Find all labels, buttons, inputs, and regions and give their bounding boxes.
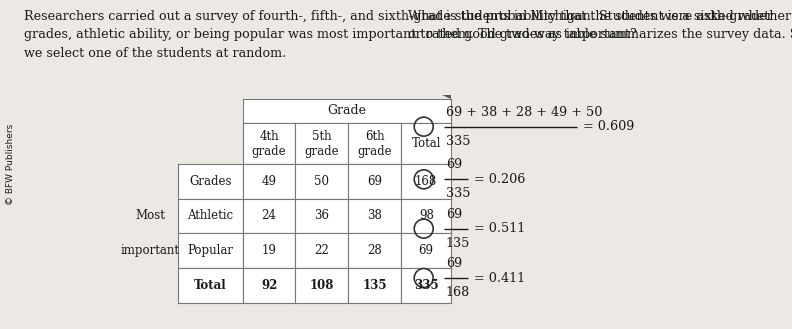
Text: 335: 335 [414, 279, 439, 292]
Text: Most: Most [135, 210, 166, 222]
Text: = 0.609: = 0.609 [583, 120, 634, 133]
Text: Researchers carried out a survey of fourth-, fifth-, and sixth-grade students in: Researchers carried out a survey of four… [24, 10, 792, 60]
Text: 22: 22 [314, 244, 329, 257]
Text: 69: 69 [446, 208, 463, 221]
Text: = 0.411: = 0.411 [474, 271, 526, 285]
Text: 168: 168 [446, 286, 470, 299]
Text: 50: 50 [314, 175, 329, 188]
Text: 69: 69 [419, 244, 434, 257]
Text: Grades: Grades [189, 175, 231, 188]
Text: 108: 108 [310, 279, 334, 292]
Text: = 0.206: = 0.206 [474, 173, 526, 186]
Text: 135: 135 [363, 279, 387, 292]
Text: 19: 19 [261, 244, 276, 257]
Text: Popular: Popular [188, 244, 234, 257]
Text: important: important [121, 244, 180, 257]
Text: 5th
grade: 5th grade [305, 130, 339, 158]
Text: = 0.511: = 0.511 [474, 222, 526, 235]
Text: 168: 168 [415, 175, 437, 188]
Polygon shape [442, 95, 451, 99]
Text: 6th
grade: 6th grade [357, 130, 392, 158]
Text: 28: 28 [367, 244, 382, 257]
Text: 36: 36 [314, 210, 329, 222]
Text: 4th
grade: 4th grade [252, 130, 287, 158]
Text: 69: 69 [446, 257, 463, 270]
Text: 92: 92 [261, 279, 277, 292]
Text: 98: 98 [419, 210, 434, 222]
Text: 335: 335 [446, 135, 470, 148]
Text: Total: Total [412, 137, 441, 150]
Text: What is the probability that the student is a sixth-grader
or rated good grades : What is the probability that the student… [408, 10, 773, 41]
Text: Athletic: Athletic [187, 210, 234, 222]
Text: 49: 49 [261, 175, 276, 188]
Text: 69: 69 [367, 175, 383, 188]
Text: 69: 69 [446, 158, 463, 171]
Text: 69 + 38 + 28 + 49 + 50: 69 + 38 + 28 + 49 + 50 [446, 106, 602, 119]
Text: 38: 38 [367, 210, 382, 222]
Text: 135: 135 [446, 237, 470, 250]
Text: Grade: Grade [328, 104, 367, 117]
Text: 335: 335 [446, 187, 470, 200]
Text: Total: Total [194, 279, 227, 292]
Text: © BFW Publishers: © BFW Publishers [6, 124, 15, 205]
Text: 24: 24 [261, 210, 276, 222]
